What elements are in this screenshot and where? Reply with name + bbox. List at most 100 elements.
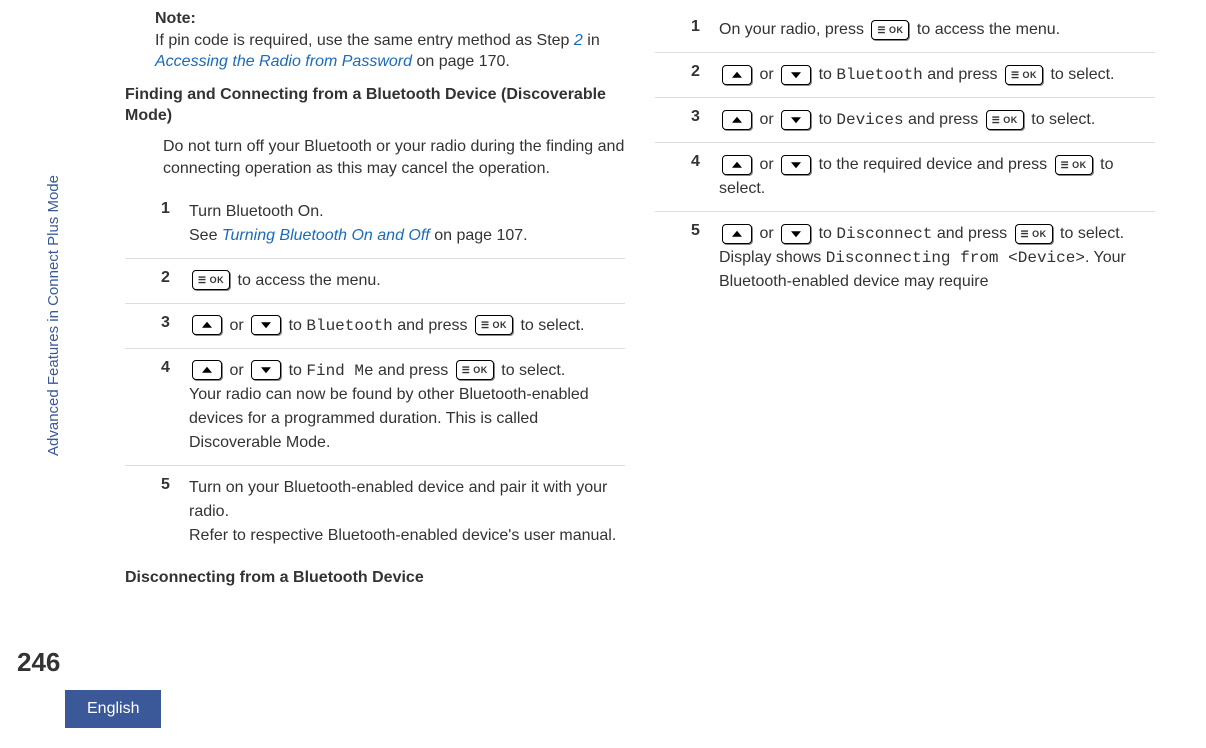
ok-button-icon [1005, 65, 1043, 85]
step-number: 3 [161, 314, 175, 338]
note-post: on page 170. [412, 53, 510, 70]
step-number: 2 [161, 269, 175, 293]
text: and press [923, 66, 1002, 83]
step-body: or to the required device and press to s… [719, 153, 1155, 201]
note-link[interactable]: Accessing the Radio from Password [155, 53, 412, 70]
up-button-icon [722, 224, 752, 244]
text: On your radio, press [719, 21, 868, 38]
step-2-3: 3 or to Devices and press to select. [655, 97, 1155, 142]
text: Your radio can now be found by other Blu… [189, 386, 589, 451]
note-text: Note: If pin code is required, use the s… [155, 8, 625, 73]
text: or [755, 225, 778, 242]
down-button-icon [251, 315, 281, 335]
step-number: 3 [691, 108, 705, 132]
step-number: 4 [161, 359, 175, 455]
step-body: or to Bluetooth and press to select. [189, 314, 585, 338]
text: or [755, 156, 778, 173]
ok-button-icon [871, 20, 909, 40]
step-body: On your radio, press to access the menu. [719, 18, 1060, 42]
up-button-icon [722, 155, 752, 175]
step-number: 5 [691, 222, 705, 294]
step-1-4: 4 or to Find Me and press to select. You… [125, 348, 625, 465]
text: to access the menu. [233, 272, 381, 289]
note-label: Note: [155, 8, 625, 30]
menu-text: Disconnect [836, 225, 932, 243]
up-button-icon [722, 65, 752, 85]
up-button-icon [192, 360, 222, 380]
down-button-icon [781, 224, 811, 244]
text: to [814, 225, 836, 242]
step-number: 4 [691, 153, 705, 201]
text: to [814, 111, 836, 128]
ok-button-icon [475, 315, 513, 335]
language-badge: English [65, 690, 161, 728]
ok-button-icon [986, 110, 1024, 130]
step-number: 1 [691, 18, 705, 42]
step-body: or to Bluetooth and press to select. [719, 63, 1115, 87]
down-button-icon [781, 155, 811, 175]
step-ref-link[interactable]: 2 [574, 32, 583, 49]
step-2-1: 1 On your radio, press to access the men… [655, 8, 1155, 52]
step-body: or to Find Me and press to select. Your … [189, 359, 625, 455]
menu-text: Bluetooth [836, 66, 922, 84]
text: to [814, 66, 836, 83]
step-number: 2 [691, 63, 705, 87]
step-body: Turn Bluetooth On. See Turning Bluetooth… [189, 200, 528, 248]
text: See [189, 227, 222, 244]
text: or [755, 111, 778, 128]
section1-intro: Do not turn off your Bluetooth or your r… [163, 136, 625, 179]
step-number: 5 [161, 476, 175, 548]
text: to access the menu. [912, 21, 1060, 38]
up-button-icon [192, 315, 222, 335]
step-1-5: 5 Turn on your Bluetooth-enabled device … [125, 465, 625, 558]
text: and press [374, 362, 453, 379]
menu-text: Bluetooth [306, 317, 392, 335]
link[interactable]: Turning Bluetooth On and Off [222, 227, 430, 244]
ok-button-icon [1055, 155, 1093, 175]
text: to select. [1056, 225, 1124, 242]
page-number: 246 [17, 647, 60, 678]
step-body: Turn on your Bluetooth-enabled device an… [189, 476, 625, 548]
note-mid: in [583, 32, 600, 49]
text: Display shows [719, 249, 826, 266]
text: or [225, 317, 248, 334]
step-body: or to Disconnect and press to select. Di… [719, 222, 1155, 294]
ok-button-icon [192, 270, 230, 290]
step-1-2: 2 to access the menu. [125, 258, 625, 303]
step-number: 1 [161, 200, 175, 248]
step-body: to access the menu. [189, 269, 381, 293]
text: Turn on your Bluetooth-enabled device an… [189, 479, 607, 520]
text: and press [904, 111, 983, 128]
page-content: Note: If pin code is required, use the s… [115, 0, 1185, 640]
down-button-icon [781, 110, 811, 130]
step-2-5: 5 or to Disconnect and press to select. … [655, 211, 1155, 304]
down-button-icon [781, 65, 811, 85]
text: to select. [1027, 111, 1095, 128]
text: on page 107. [430, 227, 528, 244]
menu-text: Disconnecting from <Device> [826, 249, 1085, 267]
text: Refer to respective Bluetooth-enabled de… [189, 527, 616, 544]
menu-text: Devices [836, 111, 903, 129]
text: Turn Bluetooth On. [189, 203, 324, 220]
down-button-icon [251, 360, 281, 380]
menu-text: Find Me [306, 362, 373, 380]
step-2-4: 4 or to the required device and press to… [655, 142, 1155, 211]
text: and press [393, 317, 472, 334]
text: to [284, 362, 306, 379]
text: to the required device and press [814, 156, 1051, 173]
text: to select. [497, 362, 565, 379]
step-1-1: 1 Turn Bluetooth On. See Turning Bluetoo… [125, 190, 625, 258]
note-block: Note: If pin code is required, use the s… [143, 8, 625, 73]
step-2-2: 2 or to Bluetooth and press to select. [655, 52, 1155, 97]
step-body: or to Devices and press to select. [719, 108, 1095, 132]
up-button-icon [722, 110, 752, 130]
ok-button-icon [456, 360, 494, 380]
text: to select. [516, 317, 584, 334]
section1-title: Finding and Connecting from a Bluetooth … [125, 85, 625, 127]
text: to [284, 317, 306, 334]
text: to select. [1046, 66, 1114, 83]
text: or [755, 66, 778, 83]
text: and press [932, 225, 1011, 242]
text: or [225, 362, 248, 379]
section2-title: Disconnecting from a Bluetooth Device [125, 568, 625, 589]
